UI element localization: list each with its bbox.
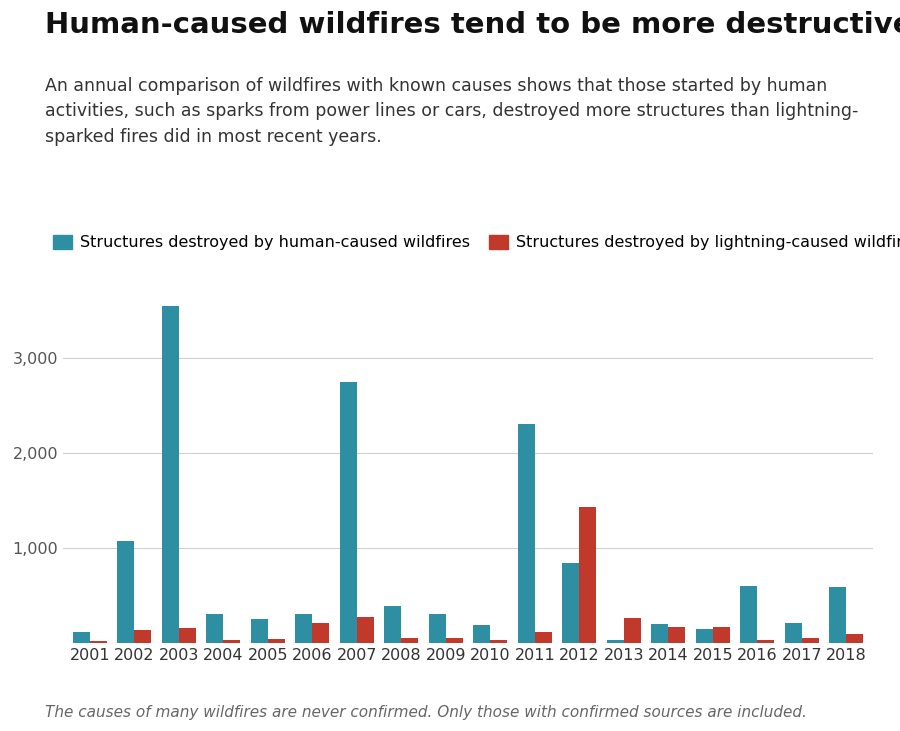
Text: The causes of many wildfires are never confirmed. Only those with confirmed sour: The causes of many wildfires are never c… <box>45 705 807 720</box>
Bar <box>267 639 284 643</box>
Bar <box>134 629 151 643</box>
Bar <box>741 586 757 643</box>
Bar <box>518 424 535 643</box>
Bar <box>473 625 491 643</box>
Bar <box>312 623 329 643</box>
Bar <box>251 619 267 643</box>
Bar <box>356 617 374 643</box>
Bar <box>624 618 641 643</box>
Bar <box>669 627 685 643</box>
Text: An annual comparison of wildfires with known causes shows that those started by : An annual comparison of wildfires with k… <box>45 77 859 146</box>
Bar <box>580 507 596 643</box>
Bar <box>428 614 446 643</box>
Bar <box>757 640 774 643</box>
Bar <box>446 638 463 643</box>
Legend: Structures destroyed by human-caused wildfires, Structures destroyed by lightnin: Structures destroyed by human-caused wil… <box>53 235 900 250</box>
Bar <box>802 638 819 643</box>
Bar <box>535 632 552 643</box>
Bar <box>117 541 134 643</box>
Bar <box>607 640 624 643</box>
Bar <box>830 587 846 643</box>
Bar <box>491 640 508 643</box>
Bar <box>652 624 669 643</box>
Text: Human-caused wildfires tend to be more destructive: Human-caused wildfires tend to be more d… <box>45 11 900 39</box>
Bar <box>785 623 802 643</box>
Bar <box>90 641 106 643</box>
Bar <box>384 606 401 643</box>
Bar <box>696 629 713 643</box>
Bar <box>223 640 240 643</box>
Bar <box>206 614 223 643</box>
Bar <box>340 382 356 643</box>
Bar <box>179 628 195 643</box>
Bar <box>73 632 90 643</box>
Bar <box>562 563 580 643</box>
Bar <box>162 306 179 643</box>
Bar <box>713 627 730 643</box>
Bar <box>295 614 312 643</box>
Bar <box>846 634 863 643</box>
Bar <box>401 637 419 643</box>
